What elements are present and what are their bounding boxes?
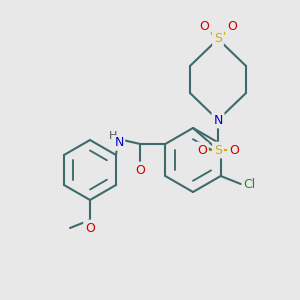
Text: O: O — [135, 164, 145, 176]
Text: O: O — [197, 143, 207, 157]
Text: O: O — [85, 221, 95, 235]
Text: H: H — [109, 131, 118, 141]
Text: S: S — [214, 32, 222, 46]
Text: Cl: Cl — [244, 178, 256, 190]
Text: O: O — [199, 20, 209, 34]
Text: N: N — [213, 113, 223, 127]
Text: S: S — [214, 143, 222, 157]
Text: O: O — [227, 20, 237, 34]
Text: O: O — [229, 143, 239, 157]
Text: N: N — [115, 136, 124, 149]
